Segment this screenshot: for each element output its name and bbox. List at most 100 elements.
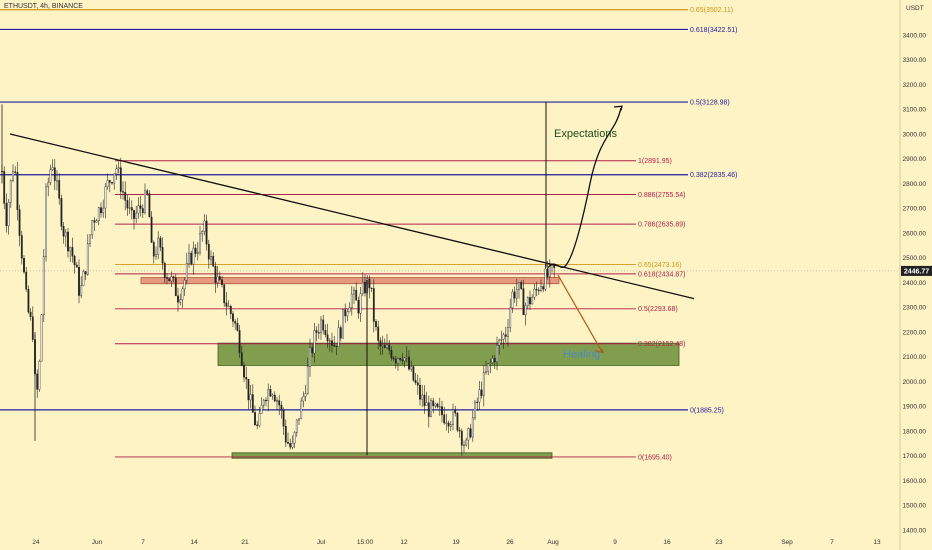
candle-body xyxy=(223,284,226,304)
candle-body xyxy=(23,258,25,273)
healing-arrow xyxy=(557,274,603,353)
candle-body xyxy=(403,357,406,362)
candle-body xyxy=(434,403,437,407)
time-axis: 24 Jun 7 14 21 Jul 15:00 12 19 26 Aug 9 16 23 Sep 7 13 xyxy=(32,539,881,546)
candle-body xyxy=(203,220,206,232)
candle-body xyxy=(47,182,50,188)
candle-body xyxy=(234,321,237,324)
time-tick-label: 23 xyxy=(715,539,723,546)
candle-body xyxy=(432,400,435,407)
candle-body xyxy=(454,409,457,414)
candle-body xyxy=(425,402,428,406)
candle-body xyxy=(199,233,201,253)
candle-body xyxy=(315,330,318,333)
candle-body xyxy=(337,327,340,347)
candle-body xyxy=(49,169,52,183)
candle-body xyxy=(533,288,536,298)
candle-body xyxy=(64,231,67,237)
candle-body xyxy=(504,334,507,337)
candle-body xyxy=(458,429,461,432)
fib-major-label: 0.65(3502.11) xyxy=(690,7,733,14)
candle-body xyxy=(289,443,292,448)
candle-body xyxy=(122,191,124,193)
candle-body xyxy=(498,339,501,346)
candle-body xyxy=(520,282,523,289)
candle-body xyxy=(276,400,278,402)
time-tick-label: 21 xyxy=(241,539,249,546)
candle-body xyxy=(265,399,267,402)
candle-body xyxy=(7,202,10,227)
candle-body xyxy=(56,180,58,182)
fib-major-label: 0.382(2835.46) xyxy=(690,172,737,179)
candle-body xyxy=(445,422,448,424)
candle-body xyxy=(254,412,256,426)
current-price-badge xyxy=(901,265,932,276)
candle-body xyxy=(511,291,514,309)
candle-body xyxy=(192,247,195,265)
candle-body xyxy=(245,377,248,380)
fib-minor-label: 0.65(2473.16) xyxy=(638,262,682,269)
candle-body xyxy=(179,299,182,303)
candle-body xyxy=(535,288,538,291)
candle-body xyxy=(394,358,397,364)
candle-body xyxy=(410,366,413,370)
candle-body xyxy=(196,252,199,254)
candle-body xyxy=(258,413,261,426)
candle-body xyxy=(544,268,547,290)
candle-body xyxy=(5,203,8,227)
healing-annotation: Healing xyxy=(563,348,600,360)
candle-body xyxy=(170,276,173,282)
candle-body xyxy=(542,286,545,290)
candle-body xyxy=(293,432,296,444)
candle-body xyxy=(25,271,28,290)
candle-body xyxy=(38,360,41,390)
candle-body xyxy=(80,285,83,296)
candle-body xyxy=(463,444,465,446)
fib-levels-layer: 0.65(3502.11) 0.618(3422.51) 0.5(3128.98) 0… xyxy=(0,7,932,461)
candle-body xyxy=(370,287,373,289)
price-tick-label: 2400.00 xyxy=(903,280,927,287)
candle-body xyxy=(84,271,87,275)
time-tick-label: 15:00 xyxy=(357,539,374,546)
price-axis: 1400.00 1500.00 1600.00 1700.00 1800.00 1900.… xyxy=(899,0,927,550)
candle-body xyxy=(9,180,12,203)
candle-body xyxy=(117,167,120,170)
candle-body xyxy=(399,358,402,360)
candle-body xyxy=(75,264,78,268)
candle-body xyxy=(260,404,263,414)
candle-body xyxy=(324,329,327,335)
candle-body xyxy=(513,291,516,299)
price-tick-label: 3300.00 xyxy=(903,57,927,64)
candle-body xyxy=(386,344,388,348)
candle-body xyxy=(326,334,329,342)
candle-body xyxy=(335,345,338,348)
candle-body xyxy=(133,210,135,219)
candle-body xyxy=(485,371,487,373)
candle-body xyxy=(212,256,215,267)
price-tick-label: 1700.00 xyxy=(903,453,927,460)
candle-body xyxy=(300,400,303,419)
candle-body xyxy=(86,243,89,275)
candle-body xyxy=(150,216,153,243)
candle-body xyxy=(51,167,54,170)
fib-minor-label: 1(2891.95) xyxy=(638,158,672,165)
candle-body xyxy=(218,276,221,280)
candle-body xyxy=(522,288,525,316)
candle-body xyxy=(359,293,362,314)
candle-body xyxy=(172,276,175,279)
candle-body xyxy=(390,350,393,359)
candle-body xyxy=(113,173,116,184)
candle-body xyxy=(155,254,157,257)
candle-body xyxy=(238,330,241,353)
candle-body xyxy=(271,394,274,397)
candle-body xyxy=(357,300,360,314)
candle-body xyxy=(507,327,509,337)
candle-body xyxy=(306,366,309,394)
candle-body xyxy=(381,344,384,347)
candle-body xyxy=(291,442,294,448)
time-tick-label: 9 xyxy=(613,539,617,546)
zone-support xyxy=(217,342,680,366)
candle-body xyxy=(493,358,496,363)
candle-body xyxy=(302,396,305,402)
